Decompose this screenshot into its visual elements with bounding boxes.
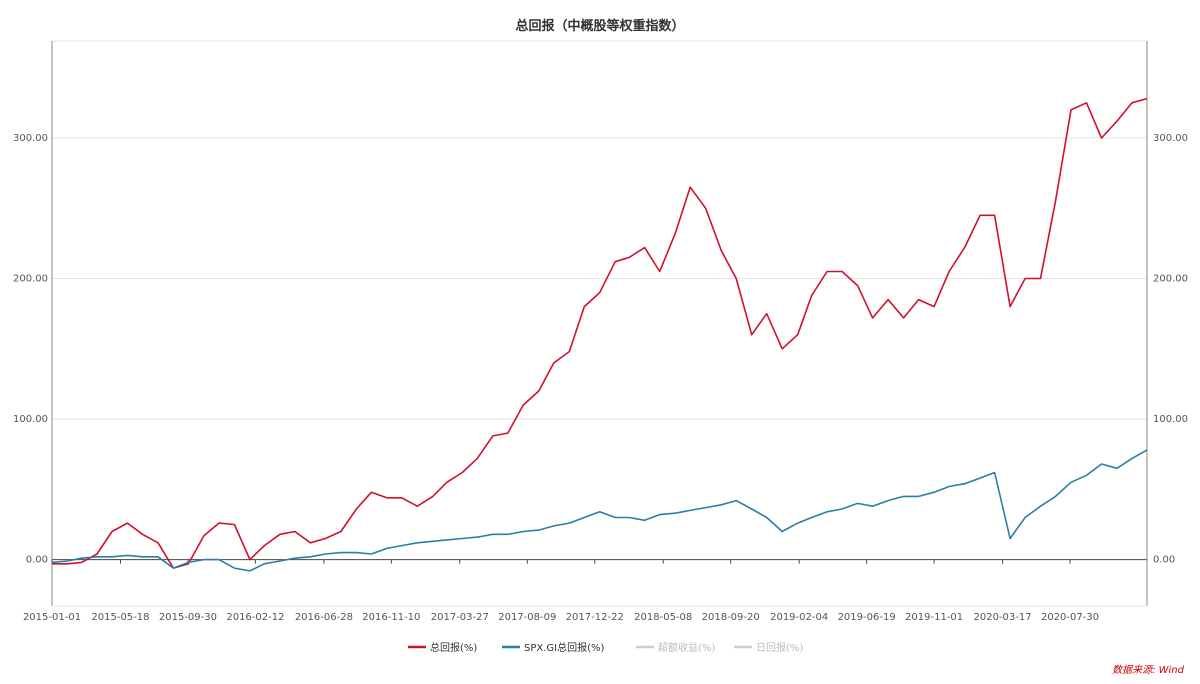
legend-item-1[interactable]: SPX.GI总回报(%) [502, 641, 605, 654]
x-tick-label: 2020-03-17 [974, 612, 1032, 623]
y-tick-label-right: 200.00 [1153, 274, 1188, 285]
series-line-0 [52, 97, 1148, 569]
y-tick-label-right: 300.00 [1153, 133, 1188, 144]
x-tick-label: 2017-08-09 [498, 612, 556, 623]
legend-label: 总回报(%) [430, 641, 477, 654]
y-tick-label-left: 200.00 [13, 274, 48, 285]
x-tick-label: 2017-12-22 [566, 612, 624, 623]
x-tick-label: 2020-07-30 [1041, 612, 1099, 623]
legend-label: 日回报(%) [756, 641, 803, 654]
x-tick-label: 2015-05-18 [91, 612, 149, 623]
y-tick-label-right: 100.00 [1153, 414, 1188, 425]
y-tick-label-left: 0.00 [26, 555, 48, 566]
x-tick-label: 2019-11-01 [905, 612, 963, 623]
legend-label: 超额收益(%) [658, 641, 715, 654]
series-line-1 [51, 449, 1148, 572]
legend-item-0[interactable]: 总回报(%) [408, 641, 477, 654]
x-tick-label: 2019-06-19 [838, 612, 896, 623]
x-tick-label: 2019-02-04 [770, 612, 828, 623]
x-tick-label: 2016-06-28 [295, 612, 353, 623]
y-tick-label-left: 100.00 [13, 414, 48, 425]
x-tick-label: 2016-11-10 [362, 612, 420, 623]
y-tick-label-right: 0.00 [1153, 555, 1175, 566]
x-tick-label: 2018-09-20 [702, 612, 760, 623]
x-tick-label: 2015-09-30 [159, 612, 217, 623]
chart-title: 总回报（中概股等权重指数） [515, 18, 684, 34]
data-source-note: 数据来源: Wind [1112, 665, 1184, 676]
x-tick-label: 2017-03-27 [431, 612, 489, 623]
legend-label: SPX.GI总回报(%) [524, 641, 605, 654]
x-tick-label: 2018-05-08 [634, 612, 692, 623]
legend-item-3[interactable]: 日回报(%) [734, 641, 803, 654]
y-tick-label-left: 300.00 [13, 133, 48, 144]
legend-item-2[interactable]: 超额收益(%) [636, 641, 715, 654]
x-tick-label: 2016-02-12 [226, 612, 284, 623]
x-tick-label: 2015-01-01 [23, 612, 81, 623]
